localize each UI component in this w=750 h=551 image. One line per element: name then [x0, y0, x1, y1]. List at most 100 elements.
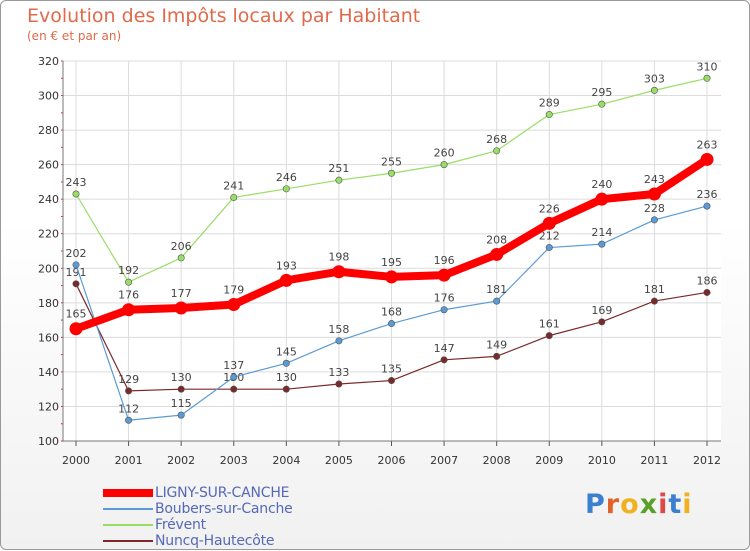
data-label: 112 — [118, 402, 139, 415]
data-label: 115 — [171, 397, 192, 410]
data-point — [493, 352, 501, 360]
chart-subtitle: (en € et par an) — [27, 29, 122, 43]
data-label: 130 — [276, 371, 297, 384]
data-point — [385, 270, 398, 284]
proxiti-logo: Proxiti — [585, 489, 693, 520]
data-label: 226 — [539, 202, 560, 215]
data-point — [650, 86, 658, 94]
data-point — [230, 385, 238, 393]
y-tick-label: 260 — [38, 159, 59, 172]
data-point — [493, 297, 501, 305]
y-tick-label: 220 — [38, 228, 59, 241]
x-tick-label: 2000 — [62, 454, 90, 467]
x-tick-label: 2004 — [272, 454, 300, 467]
data-point — [230, 193, 238, 201]
data-label: 198 — [328, 251, 349, 264]
legend-label: LIGNY-SUR-CANCHE — [155, 485, 290, 501]
data-point — [598, 100, 606, 108]
data-point — [700, 152, 714, 166]
data-point — [703, 288, 711, 296]
data-point — [227, 298, 241, 312]
data-label: 251 — [328, 162, 349, 175]
x-tick-label: 2001 — [115, 454, 143, 467]
x-tick-label: 2007 — [430, 454, 458, 467]
x-tick-label: 2003 — [220, 454, 248, 467]
legend-label: Nuncq-Hautecôte — [155, 533, 275, 549]
legend-swatch — [103, 508, 153, 510]
logo-letter: P — [585, 489, 606, 520]
data-label: 135 — [381, 363, 402, 376]
data-label: 289 — [539, 97, 560, 110]
data-point — [545, 244, 553, 252]
data-label: 129 — [118, 373, 139, 386]
data-label: 214 — [591, 226, 612, 239]
y-tick-label: 100 — [38, 435, 59, 448]
data-point — [387, 377, 395, 385]
data-label: 310 — [697, 60, 718, 73]
data-label: 303 — [644, 72, 665, 85]
data-label: 149 — [486, 338, 507, 351]
logo-letter: t — [668, 489, 683, 520]
data-label: 243 — [644, 173, 665, 186]
data-label: 169 — [591, 304, 612, 317]
data-label: 268 — [486, 133, 507, 146]
data-point — [440, 161, 448, 169]
legend-swatch — [103, 540, 153, 542]
data-label: 295 — [591, 86, 612, 99]
data-label: 255 — [381, 155, 402, 168]
data-label: 196 — [434, 254, 455, 267]
x-tick-label: 2008 — [483, 454, 511, 467]
data-point — [230, 373, 238, 381]
data-label: 177 — [171, 287, 192, 300]
data-point — [545, 332, 553, 340]
data-point — [703, 202, 711, 210]
legend-swatch — [103, 489, 153, 497]
data-label: 206 — [171, 240, 192, 253]
data-point — [542, 216, 556, 230]
data-point — [703, 74, 711, 82]
data-point — [437, 268, 451, 282]
data-point — [72, 261, 80, 269]
data-label: 130 — [171, 371, 192, 384]
y-tick-label: 120 — [38, 400, 59, 413]
logo-letter: i — [658, 489, 669, 520]
x-tick-label: 2010 — [588, 454, 616, 467]
data-point — [69, 322, 83, 336]
data-label: 145 — [276, 345, 297, 358]
y-tick-label: 160 — [38, 331, 59, 344]
data-label: 168 — [381, 306, 402, 319]
legend-swatch — [103, 524, 153, 526]
x-tick-label: 2005 — [325, 454, 353, 467]
data-point — [335, 176, 343, 184]
data-label: 137 — [223, 359, 244, 372]
data-point — [332, 265, 346, 279]
y-tick-label: 240 — [38, 193, 59, 206]
data-label: 165 — [66, 308, 87, 321]
data-point — [440, 306, 448, 314]
data-point — [650, 216, 658, 224]
data-point — [282, 359, 290, 367]
x-tick-label: 2012 — [693, 454, 721, 467]
data-point — [282, 185, 290, 193]
data-point — [174, 301, 188, 315]
x-tick-label: 2009 — [535, 454, 563, 467]
data-point — [335, 337, 343, 345]
data-label: 236 — [697, 188, 718, 201]
data-label: 181 — [486, 283, 507, 296]
data-label: 176 — [118, 289, 139, 302]
data-point — [387, 320, 395, 328]
data-label: 181 — [644, 283, 665, 296]
data-label: 147 — [434, 342, 455, 355]
data-label: 191 — [66, 266, 87, 279]
data-point — [122, 303, 136, 317]
data-point — [493, 147, 501, 155]
y-tick-label: 320 — [38, 55, 59, 68]
logo-letter: r — [605, 489, 621, 520]
data-point — [279, 273, 293, 287]
y-tick-label: 140 — [38, 366, 59, 379]
x-tick-label: 2006 — [378, 454, 406, 467]
logo-letter: i — [682, 489, 693, 520]
data-label: 228 — [644, 202, 665, 215]
data-label: 179 — [223, 284, 244, 297]
